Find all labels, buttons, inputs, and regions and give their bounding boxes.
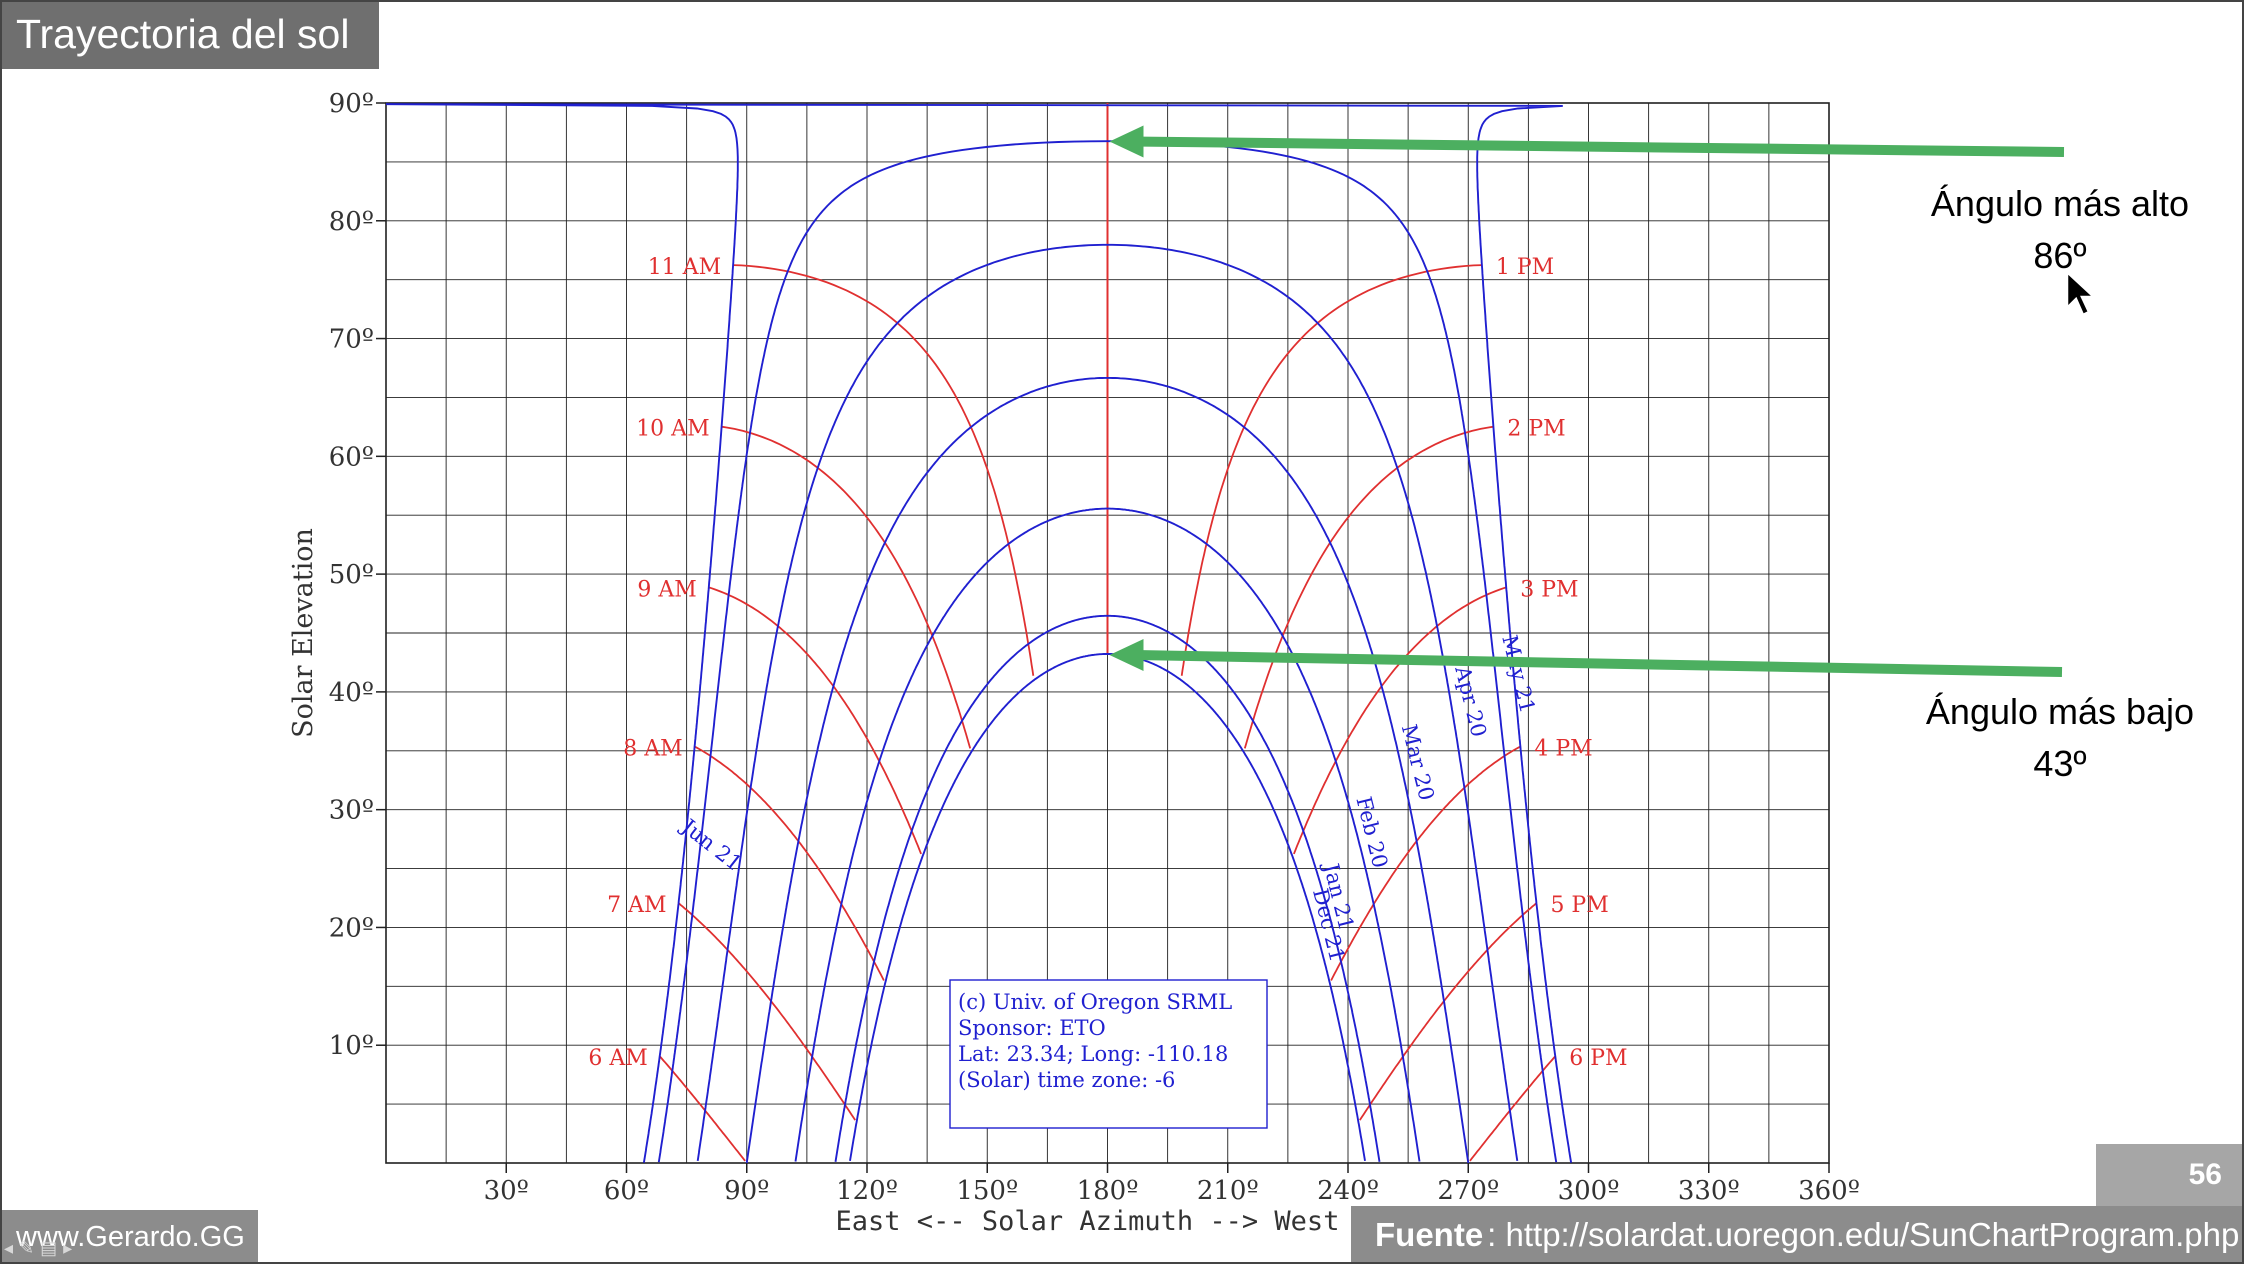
y-tick-label: 70º [329, 325, 374, 355]
hour-label: 5 PM [1550, 893, 1608, 918]
hour-line [677, 902, 856, 1121]
y-axis-label: Solar Elevation [288, 528, 319, 738]
low-angle-arrow-head [1109, 639, 1144, 672]
y-tick-label: 90º [329, 89, 374, 119]
hour-line [708, 586, 922, 855]
menu-icon[interactable]: ▤ [40, 1238, 58, 1258]
source-label: Fuente [1375, 1216, 1484, 1253]
y-tick-label: 80º [329, 207, 374, 237]
website-footer[interactable]: www.Gerardo.GG [0, 1210, 258, 1264]
y-tick-label: 50º [329, 560, 374, 590]
x-axis-label: East <-- Solar Azimuth --> West [836, 1206, 1340, 1237]
highest-angle-value: 86º [2033, 235, 2087, 277]
hour-label: 8 AM [623, 736, 682, 761]
sun-path-label: Apr 20 [1450, 663, 1491, 740]
hour-label: 9 AM [637, 577, 696, 602]
info-box [949, 979, 1268, 1129]
sun-paths [385, 103, 1573, 1164]
slide-nav-controls[interactable]: ◂ ✎ ▤ ▸ [4, 1238, 72, 1259]
x-tick-label: 210º [1197, 1176, 1259, 1206]
hour-label: 10 AM [636, 417, 709, 442]
highest-angle-annotation: Ángulo más alto 86º [1880, 178, 2240, 282]
hour-label: 2 PM [1507, 417, 1565, 442]
hour-label: 3 PM [1520, 577, 1578, 602]
sun-path [849, 653, 1366, 1162]
hour-label: 7 AM [607, 893, 666, 918]
source-url[interactable]: : http://solardat.uoregon.edu/SunChartPr… [1487, 1216, 2240, 1253]
sun-path-label: May 21 [1497, 633, 1539, 716]
pen-icon[interactable]: ✎ [19, 1238, 35, 1258]
x-tick-label: 330º [1678, 1176, 1740, 1206]
hour-line [1180, 264, 1482, 676]
y-tick-label: 30º [329, 796, 374, 826]
y-tick-label: 20º [329, 913, 374, 943]
x-tick-label: 120º [836, 1176, 898, 1206]
hour-line [1359, 902, 1538, 1121]
info-box-line: (c) Univ. of Oregon SRML [958, 990, 1232, 1014]
slide-title: Trayectoria del sol [0, 0, 379, 69]
lowest-angle-value: 43º [2033, 743, 2087, 785]
hour-label: 6 AM [588, 1046, 647, 1071]
hour-line [694, 745, 885, 981]
hour-label: 6 PM [1569, 1046, 1627, 1071]
hour-line [721, 425, 972, 749]
sun-path [834, 614, 1381, 1162]
sun-path-label: Feb 20 [1351, 794, 1392, 870]
lowest-angle-annotation: Ángulo más bajo 43º [1880, 686, 2240, 790]
mouse-cursor-icon [2065, 270, 2098, 317]
x-tick-label: 90º [724, 1176, 769, 1206]
low-angle-arrow [1137, 650, 2063, 677]
info-box-line: Sponsor: ETO [958, 1016, 1106, 1040]
hour-line [659, 1055, 746, 1162]
hour-label: 1 PM [1496, 255, 1554, 280]
hour-label: 11 AM [648, 255, 721, 280]
annotation-arrows [1109, 125, 2065, 677]
sun-path [657, 140, 1558, 1163]
sun-path [745, 376, 1470, 1164]
source-footer: Fuente : http://solardat.uoregon.edu/Sun… [1351, 1206, 2244, 1264]
y-tick-label: 60º [329, 442, 374, 472]
hour-line [1293, 586, 1507, 855]
sun-path [696, 243, 1519, 1162]
x-tick-label: 240º [1317, 1176, 1379, 1206]
x-tick-label: 60º [604, 1176, 649, 1206]
y-tick-label: 40º [329, 678, 374, 708]
highest-angle-label: Ángulo más alto [1930, 183, 2190, 224]
x-tick-label: 30º [484, 1176, 529, 1206]
x-tick-label: 150º [956, 1176, 1018, 1206]
sun-path-label: Mar 20 [1397, 722, 1439, 803]
info-box-line: Lat: 23.34; Long: -110.18 [958, 1042, 1228, 1066]
forward-arrow-icon[interactable]: ▸ [63, 1238, 73, 1258]
hour-line [1469, 1055, 1556, 1162]
x-tick-label: 270º [1437, 1176, 1499, 1206]
high-angle-arrow [1137, 136, 2065, 157]
hour-label: 4 PM [1534, 736, 1592, 761]
back-arrow-icon[interactable]: ◂ [4, 1238, 14, 1258]
sun-path [794, 507, 1421, 1162]
hour-line [733, 264, 1035, 676]
x-tick-label: 300º [1558, 1176, 1620, 1206]
hour-line [1243, 425, 1494, 749]
hour-line [1330, 745, 1521, 981]
x-tick-label: 180º [1077, 1176, 1139, 1206]
x-tick-label: 360º [1798, 1176, 1860, 1206]
hour-lines [659, 103, 1556, 1162]
lowest-angle-label: Ángulo más bajo [1925, 691, 2195, 732]
slide-number: 56 [2096, 1144, 2244, 1206]
high-angle-arrow-head [1109, 125, 1144, 158]
chart-labels: 30º 60º 90º 120º 150º 180º 210º 240º 270º 300º 330… [288, 89, 1860, 1237]
y-tick-label: 10º [329, 1031, 374, 1061]
sun-path [385, 103, 1573, 1163]
info-box-line: (Solar) time zone: -6 [958, 1068, 1175, 1092]
